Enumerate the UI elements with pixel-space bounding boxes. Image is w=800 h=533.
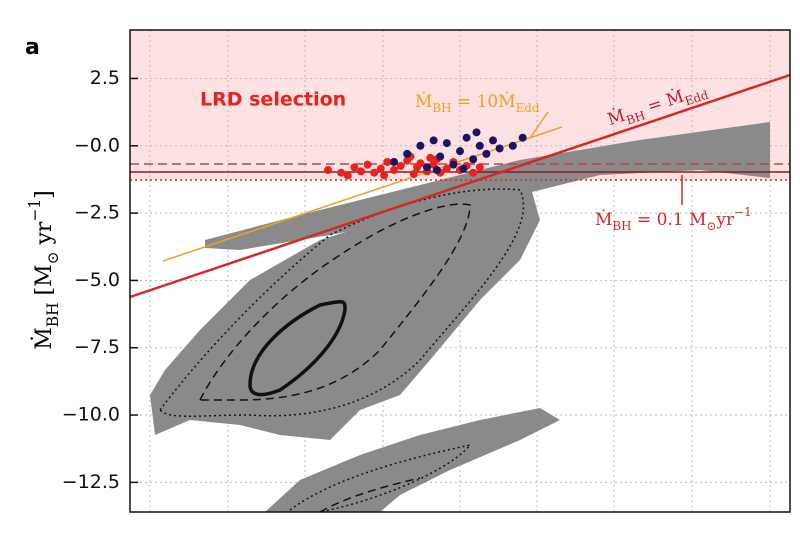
text-segment: [M: [32, 264, 57, 302]
point: [432, 166, 441, 175]
annotation: ṀBH = 0.1 M⊙yr−1: [595, 205, 752, 233]
text-segment: ]: [32, 190, 57, 199]
point: [390, 157, 398, 166]
point: [337, 168, 346, 177]
point: [380, 171, 389, 180]
point: [363, 160, 372, 169]
y-tick-label: −0.0: [74, 134, 120, 156]
arrow: [529, 111, 549, 139]
point: [343, 171, 352, 180]
text-segment: = 10Ṁ: [452, 91, 516, 112]
point: [383, 157, 392, 166]
ten-eddington-line: [162, 126, 563, 262]
point: [324, 166, 332, 175]
point: [442, 164, 451, 173]
eddington-line: [129, 73, 791, 299]
point: [489, 136, 497, 145]
point: [426, 153, 435, 162]
point: [416, 159, 425, 168]
point: [456, 147, 464, 156]
text-segment: ⊙: [44, 251, 62, 264]
text-segment: Ṁ: [595, 209, 612, 230]
text-segment: ⊙: [706, 219, 716, 233]
text-segment: BH: [625, 108, 648, 127]
text-segment: Ṁ: [605, 104, 628, 129]
y-tick-label: −10.0: [62, 404, 120, 426]
point: [442, 139, 451, 148]
point: [469, 168, 478, 177]
point: [469, 155, 478, 164]
annotation: ṀBH = 10ṀEdd: [415, 91, 540, 116]
text-segment: BH: [612, 219, 631, 233]
point: [449, 160, 458, 169]
text-segment: yr: [32, 221, 57, 251]
y-tick-label: −12.5: [62, 471, 120, 493]
point: [518, 133, 527, 142]
point: [357, 167, 365, 176]
panel-label: a: [25, 35, 40, 60]
text-segment: = 0.1 M: [632, 210, 707, 230]
point: [482, 149, 491, 158]
point: [472, 128, 481, 137]
y-axis-label: ṀBH [M⊙ yr−1]: [26, 190, 62, 350]
point: [409, 170, 418, 179]
point: [436, 152, 445, 161]
y-tick-label: −5.0: [74, 269, 120, 291]
point: [495, 144, 504, 153]
text-segment: −1: [26, 199, 44, 222]
text-segment: BH: [44, 303, 62, 328]
point: [475, 141, 484, 150]
point: [403, 149, 412, 158]
point: [475, 163, 484, 172]
text-segment: Edd: [516, 101, 540, 115]
point: [390, 166, 398, 175]
text-segment: −1: [734, 205, 752, 219]
y-tick-label: −2.5: [74, 202, 120, 224]
point: [459, 164, 468, 173]
text-segment: yr: [715, 210, 735, 230]
contours: [159, 188, 525, 513]
text-segment: Ṁ: [415, 91, 432, 112]
point: [396, 161, 405, 170]
point: [350, 163, 359, 172]
text-segment: Ṁ: [30, 327, 57, 350]
point: [429, 136, 438, 145]
text-segment: BH: [432, 101, 451, 115]
y-tick-label: 2.5: [90, 67, 120, 89]
points: [324, 128, 527, 180]
point: [508, 141, 517, 150]
point: [462, 133, 471, 142]
y-tick-label: −7.5: [74, 336, 120, 358]
point: [423, 163, 431, 172]
annotation: LRD selection: [200, 89, 346, 111]
plot-frame: [129, 29, 791, 513]
point: [370, 168, 379, 177]
point: [416, 141, 425, 150]
point: [376, 164, 385, 173]
